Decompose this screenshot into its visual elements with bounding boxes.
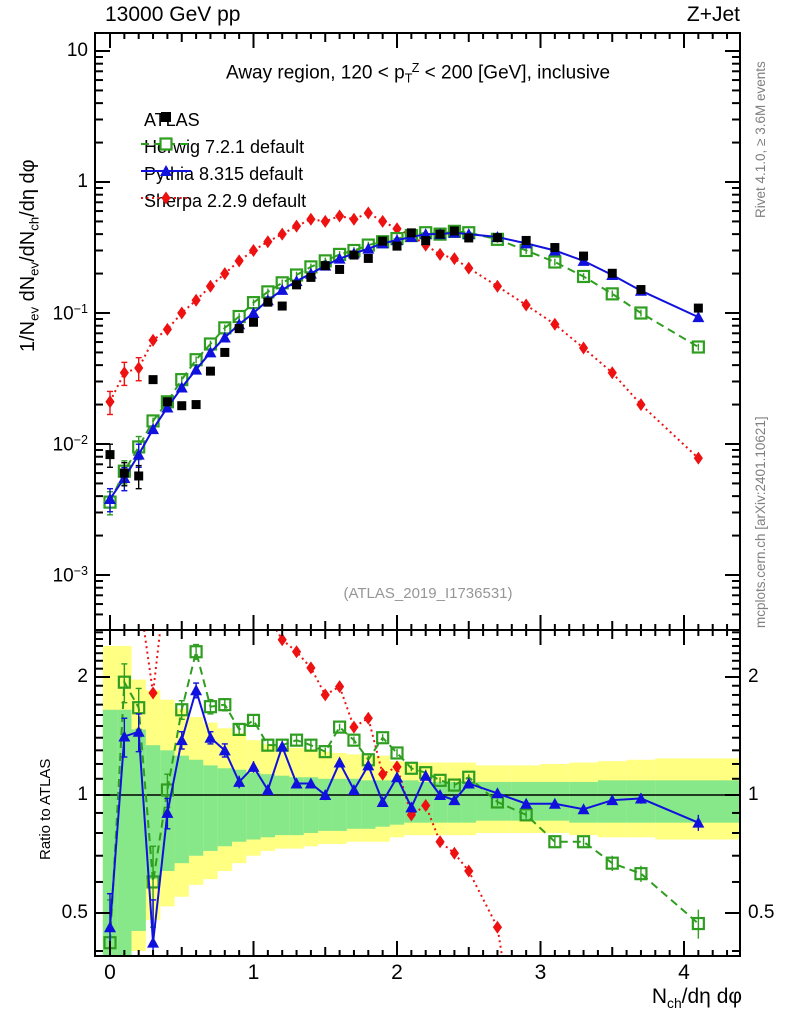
y-tick-label-main: 10−1 bbox=[52, 302, 88, 325]
legend-label-pythia: Pythia 8.315 default bbox=[144, 164, 304, 184]
atlas-marker-icon bbox=[161, 112, 171, 122]
process-title: Z+Jet bbox=[686, 3, 740, 26]
ratio-tick-label-left: 0.5 bbox=[61, 902, 88, 923]
ratio-tick-label-right: 1 bbox=[748, 784, 759, 805]
rivet-version-note: Rivet 4.1.0, ≥ 3.6M events bbox=[753, 61, 768, 218]
analysis-watermark: (ATLAS_2019_I1736531) bbox=[343, 585, 513, 602]
legend-item-herwig: Herwig 7.2.1 default bbox=[138, 134, 304, 161]
beam-title: 13000 GeV pp bbox=[105, 3, 241, 26]
legend-item-sherpa: Sherpa 2.2.9 default bbox=[138, 188, 306, 215]
sherpa-marker-icon bbox=[141, 191, 191, 205]
herwig-marker-icon bbox=[141, 137, 191, 151]
legend-item-pythia: Pythia 8.315 default bbox=[138, 161, 303, 188]
x-tick-label: 0 bbox=[104, 961, 116, 984]
y-tick-label-main: 1 bbox=[77, 171, 88, 192]
y-tick-label-main: 10 bbox=[66, 40, 88, 61]
legend-label-atlas: ATLAS bbox=[144, 110, 200, 130]
x-tick-label: 4 bbox=[678, 961, 690, 984]
ratio-tick-label-right: 2 bbox=[748, 665, 759, 687]
pythia-marker-icon bbox=[141, 165, 191, 176]
x-tick-label: 2 bbox=[391, 961, 403, 984]
y-tick-label-main: 10−2 bbox=[52, 433, 88, 456]
ratio-tick-label-left: 2 bbox=[77, 665, 88, 687]
ratio-axis-title: Ratio to ATLAS bbox=[37, 758, 54, 860]
legend-label-sherpa: Sherpa 2.2.9 default bbox=[144, 191, 307, 211]
ratio-tick-label-right: 0.5 bbox=[748, 902, 775, 923]
x-tick-label: 1 bbox=[247, 961, 260, 984]
legend-label-herwig: Herwig 7.2.1 default bbox=[144, 137, 305, 157]
legend-item-atlas: ATLAS bbox=[138, 107, 200, 134]
x-axis-title: Nch/dη dφ bbox=[651, 985, 742, 1011]
mcplots-credit-note: mcplots.cern.ch [arXiv:2401.10621] bbox=[753, 416, 768, 628]
y-tick-label-main: 10−3 bbox=[52, 564, 88, 587]
ratio-tick-label-left: 1 bbox=[77, 784, 88, 805]
observable-heading: Away region, 120 < pTZ < 200 [GeV], incl… bbox=[225, 61, 611, 86]
x-tick-label: 3 bbox=[534, 961, 547, 984]
